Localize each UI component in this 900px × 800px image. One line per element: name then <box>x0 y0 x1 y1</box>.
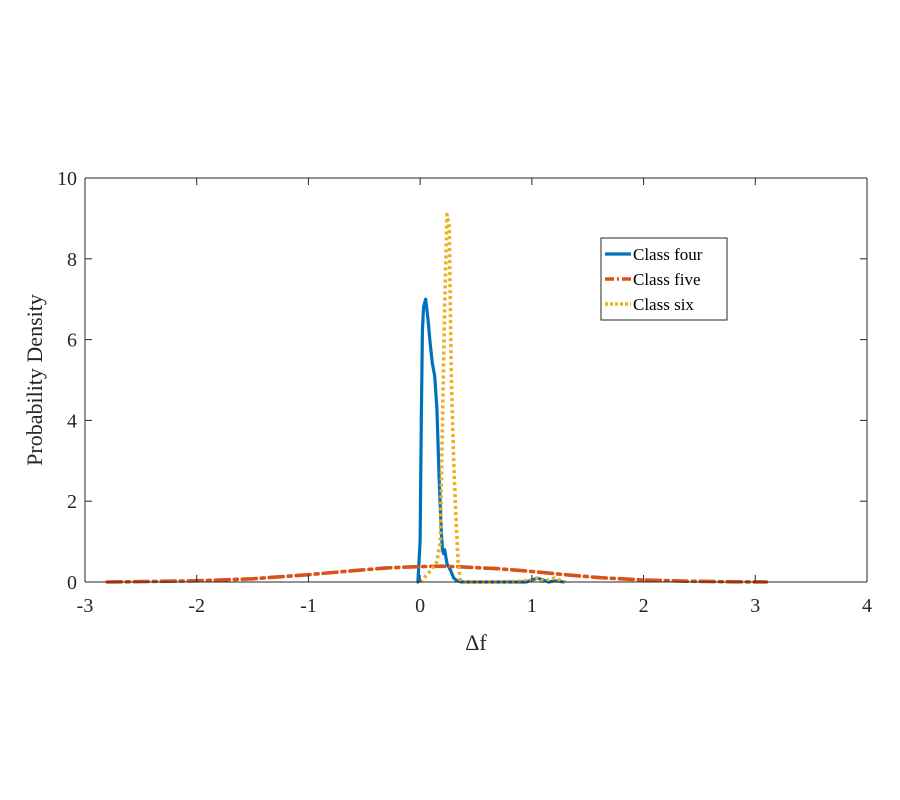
x-tick-label: 2 <box>639 595 649 617</box>
series-line-2 <box>105 564 769 584</box>
x-tick-label: -3 <box>77 595 94 617</box>
legend-label-3: Class six <box>633 295 694 314</box>
plot-lines <box>105 212 769 584</box>
x-tick-label: 4 <box>862 595 872 617</box>
y-tick-label: 0 <box>67 572 77 594</box>
legend-label-1: Class four <box>633 245 703 264</box>
y-tick-label: 4 <box>67 410 77 432</box>
x-tick-label: -2 <box>188 595 205 617</box>
legend: Class four Class five Class six <box>600 237 728 321</box>
y-tick-label: 2 <box>67 491 77 513</box>
y-axis-label: Probability Density <box>22 294 47 466</box>
legend-label-2: Class five <box>633 270 701 289</box>
x-tick-label: 3 <box>750 595 760 617</box>
x-tick-label: 0 <box>415 595 425 617</box>
y-tick-label: 6 <box>67 330 77 352</box>
y-tick-label: 10 <box>57 168 77 190</box>
ticks: -3 -2 -1 0 1 2 3 4 0 2 4 6 8 10 <box>57 168 872 617</box>
axes <box>84 177 868 583</box>
x-axis-label: Δf <box>465 630 487 655</box>
x-tick-label: -1 <box>300 595 317 617</box>
y-tick-label: 8 <box>67 249 77 271</box>
plot-area <box>85 178 867 582</box>
x-tick-label: 1 <box>527 595 537 617</box>
